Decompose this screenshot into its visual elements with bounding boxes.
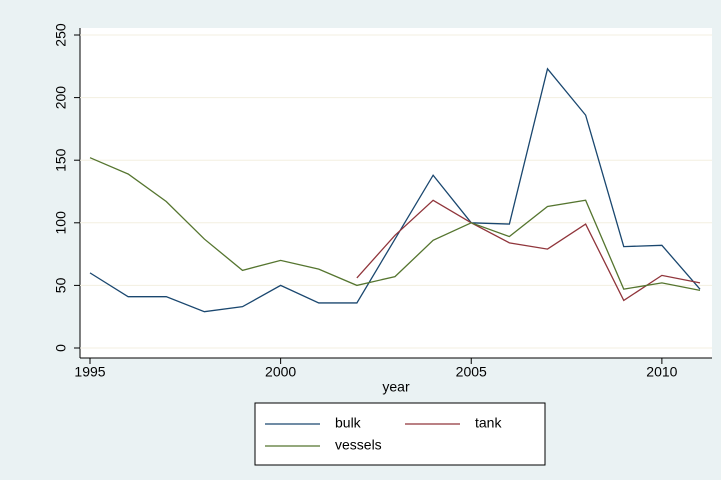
legend-label: tank <box>475 415 502 431</box>
plot-area <box>80 28 712 358</box>
x-tick-label: 1995 <box>74 364 105 380</box>
y-tick-label: 0 <box>53 344 69 352</box>
line-series <box>356 199 701 302</box>
y-tick-label: 100 <box>53 211 69 235</box>
legend <box>254 402 546 466</box>
x-tick-label: 2010 <box>646 364 677 380</box>
x-tick-label: 2000 <box>265 364 296 380</box>
legend-label: vessels <box>335 437 382 453</box>
x-axis-label: year <box>382 379 410 395</box>
line-series <box>89 67 701 313</box>
y-tick-label: 200 <box>53 86 69 110</box>
y-tick-label: 250 <box>53 23 69 47</box>
y-tick-label: 50 <box>53 277 69 293</box>
y-tick-label: 150 <box>53 148 69 172</box>
line-series <box>89 157 701 292</box>
x-tick-label: 2005 <box>456 364 487 380</box>
legend-label: bulk <box>335 415 362 431</box>
